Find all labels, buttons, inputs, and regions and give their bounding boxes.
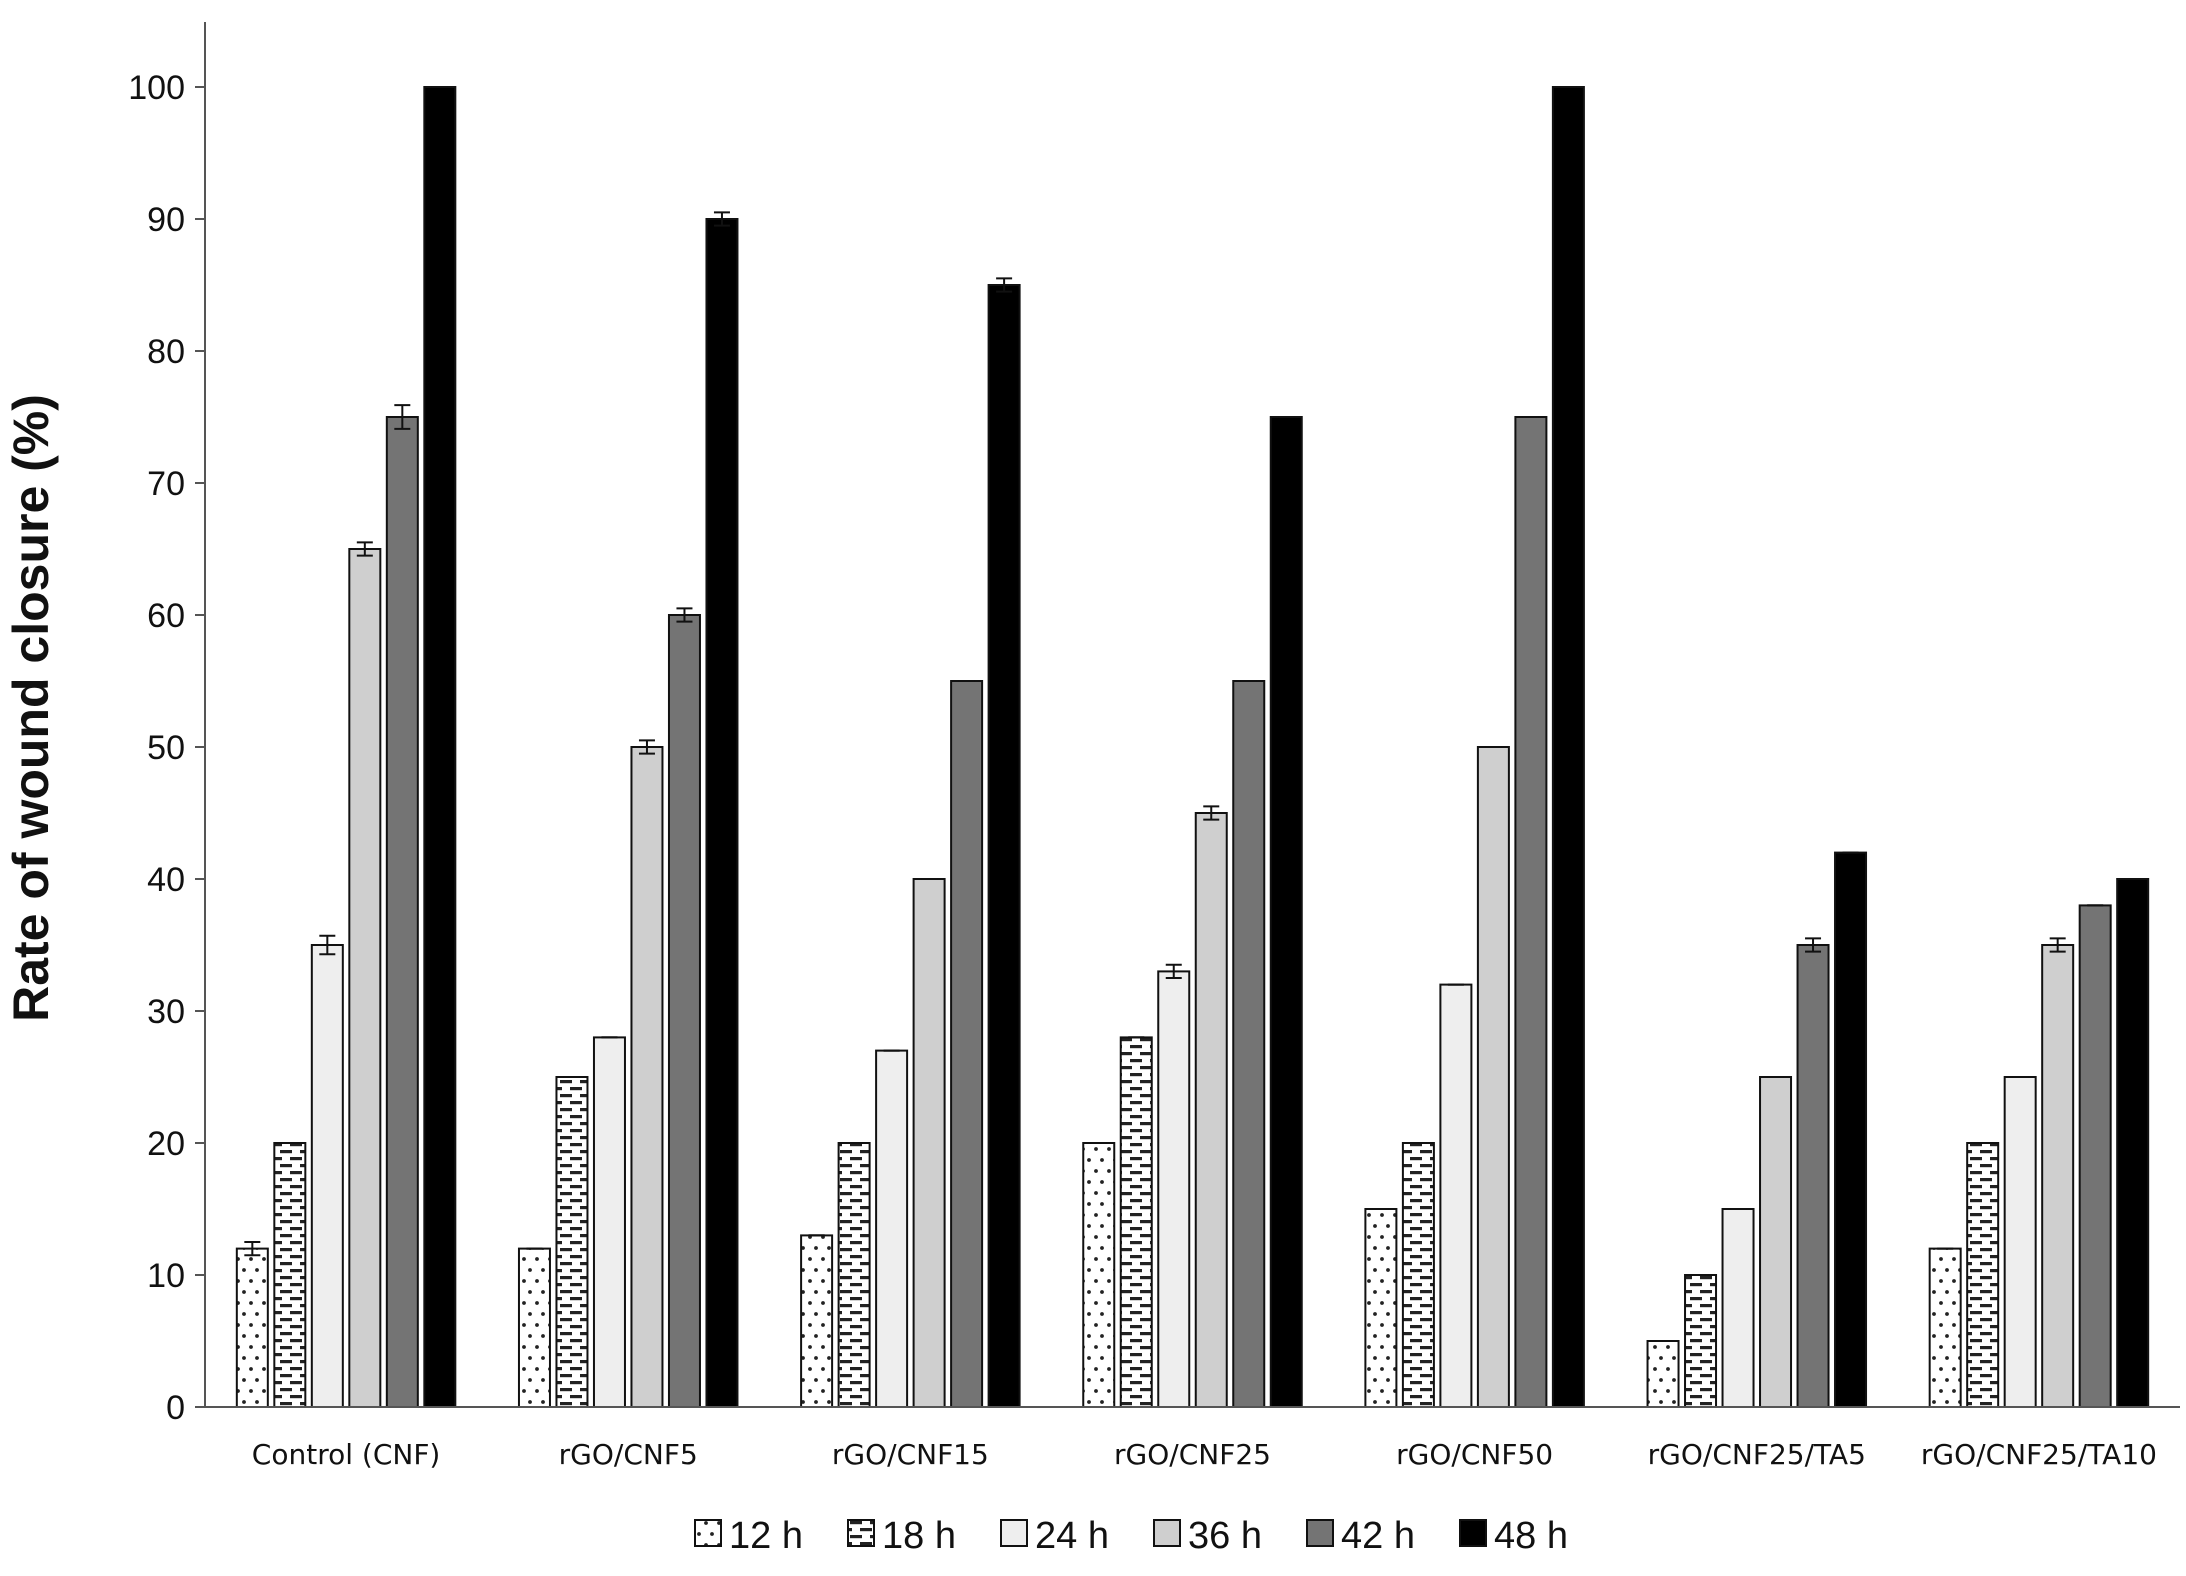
- bar-18h-4: [1401, 1142, 1435, 1408]
- bar-12h-5: [1646, 1340, 1680, 1408]
- legend: 12 h 18 h 24 h 36 h 42 h 48 h: [694, 1515, 1568, 1557]
- x-category-label: rGO/CNF25/TA10: [1921, 1438, 2157, 1471]
- bar-42h-0: [385, 416, 419, 1408]
- y-axis-ticks: 0 10 20 30 40 50 60 70 80 90 100: [128, 69, 205, 1427]
- x-category-label: Control (CNF): [252, 1438, 441, 1471]
- y-tick-label: 10: [147, 1257, 185, 1295]
- bar-48h-2: [987, 284, 1021, 1408]
- bar-24h-5: [1721, 1208, 1755, 1408]
- y-tick-label: 50: [147, 729, 185, 767]
- x-category-label: rGO/CNF50: [1396, 1438, 1553, 1471]
- y-tick-label: 90: [147, 201, 185, 239]
- bars: [235, 86, 2150, 1409]
- bar-18h-5: [1684, 1274, 1718, 1408]
- bar-36h-3: [1194, 812, 1228, 1408]
- bar-18h-0: [273, 1142, 307, 1408]
- bar-42h-1: [667, 614, 701, 1408]
- bar-48h-4: [1551, 86, 1585, 1408]
- bar-24h-0: [310, 944, 344, 1408]
- y-tick-label: 100: [128, 69, 185, 107]
- bar-24h-1: [592, 1036, 626, 1409]
- bar-12h-3: [1082, 1142, 1116, 1408]
- legend-swatch-12h: [694, 1519, 722, 1547]
- y-tick-label: 80: [147, 333, 185, 371]
- x-category-label: rGO/CNF25: [1114, 1438, 1271, 1471]
- legend-label: 36 h: [1188, 1515, 1262, 1557]
- bar-24h-4: [1439, 983, 1473, 1408]
- x-category-label: rGO/CNF15: [832, 1438, 989, 1471]
- bar-24h-3: [1157, 970, 1191, 1409]
- legend-label: 48 h: [1494, 1515, 1568, 1557]
- axes: [204, 22, 2180, 1408]
- legend-swatch-48h: [1459, 1519, 1487, 1547]
- category-labels: Control (CNF) rGO/CNF5 rGO/CNF15 rGO/CNF25 r…: [252, 1438, 2157, 1471]
- bar-48h-3: [1269, 416, 1303, 1408]
- bar-42h-5: [1796, 944, 1830, 1408]
- legend-swatch-36h: [1153, 1519, 1181, 1547]
- bar-36h-2: [912, 878, 946, 1408]
- bar-36h-0: [348, 548, 382, 1408]
- bar-36h-1: [630, 746, 664, 1408]
- bar-48h-5: [1834, 851, 1868, 1408]
- y-tick-label: 70: [147, 465, 185, 503]
- bar-18h-1: [555, 1076, 589, 1408]
- legend-swatch-42h: [1306, 1519, 1334, 1547]
- legend-swatch-18h: [847, 1519, 875, 1547]
- y-tick-label: 20: [147, 1125, 185, 1163]
- bar-48h-6: [2116, 878, 2150, 1408]
- bar-12h-1: [517, 1247, 551, 1408]
- bar-12h-4: [1364, 1208, 1398, 1408]
- bar-36h-4: [1476, 746, 1510, 1408]
- legend-label: 12 h: [729, 1515, 803, 1557]
- bar-36h-6: [2041, 944, 2075, 1408]
- bar-12h-2: [800, 1234, 834, 1409]
- bar-24h-6: [2003, 1076, 2037, 1408]
- y-axis-title: Rate of wound closure (%): [3, 394, 59, 1022]
- bar-24h-2: [875, 1049, 909, 1408]
- legend-label: 42 h: [1341, 1515, 1415, 1557]
- bar-42h-2: [950, 680, 984, 1408]
- legend-swatch-24h: [1000, 1519, 1028, 1547]
- y-tick-label: 0: [166, 1389, 185, 1427]
- bar-12h-6: [1928, 1247, 1962, 1408]
- x-category-label: rGO/CNF5: [559, 1438, 698, 1471]
- bar-42h-3: [1232, 680, 1266, 1408]
- bar-12h-0: [235, 1247, 269, 1408]
- bar-18h-2: [837, 1142, 871, 1408]
- y-tick-label: 60: [147, 597, 185, 635]
- bar-36h-5: [1759, 1076, 1793, 1408]
- bar-48h-0: [423, 86, 457, 1408]
- bar-48h-1: [705, 218, 739, 1408]
- x-category-label: rGO/CNF25/TA5: [1648, 1438, 1866, 1471]
- error-bars: [244, 86, 2141, 1342]
- bar-18h-6: [1966, 1142, 2000, 1408]
- y-axis-title-group: Rate of wound closure (%): [3, 394, 59, 1022]
- y-tick-label: 40: [147, 861, 185, 899]
- bar-42h-6: [2078, 904, 2112, 1409]
- bar-18h-3: [1119, 1036, 1153, 1409]
- bar-42h-4: [1514, 416, 1548, 1408]
- legend-label: 18 h: [882, 1515, 956, 1557]
- legend-label: 24 h: [1035, 1515, 1109, 1557]
- y-tick-label: 30: [147, 993, 185, 1031]
